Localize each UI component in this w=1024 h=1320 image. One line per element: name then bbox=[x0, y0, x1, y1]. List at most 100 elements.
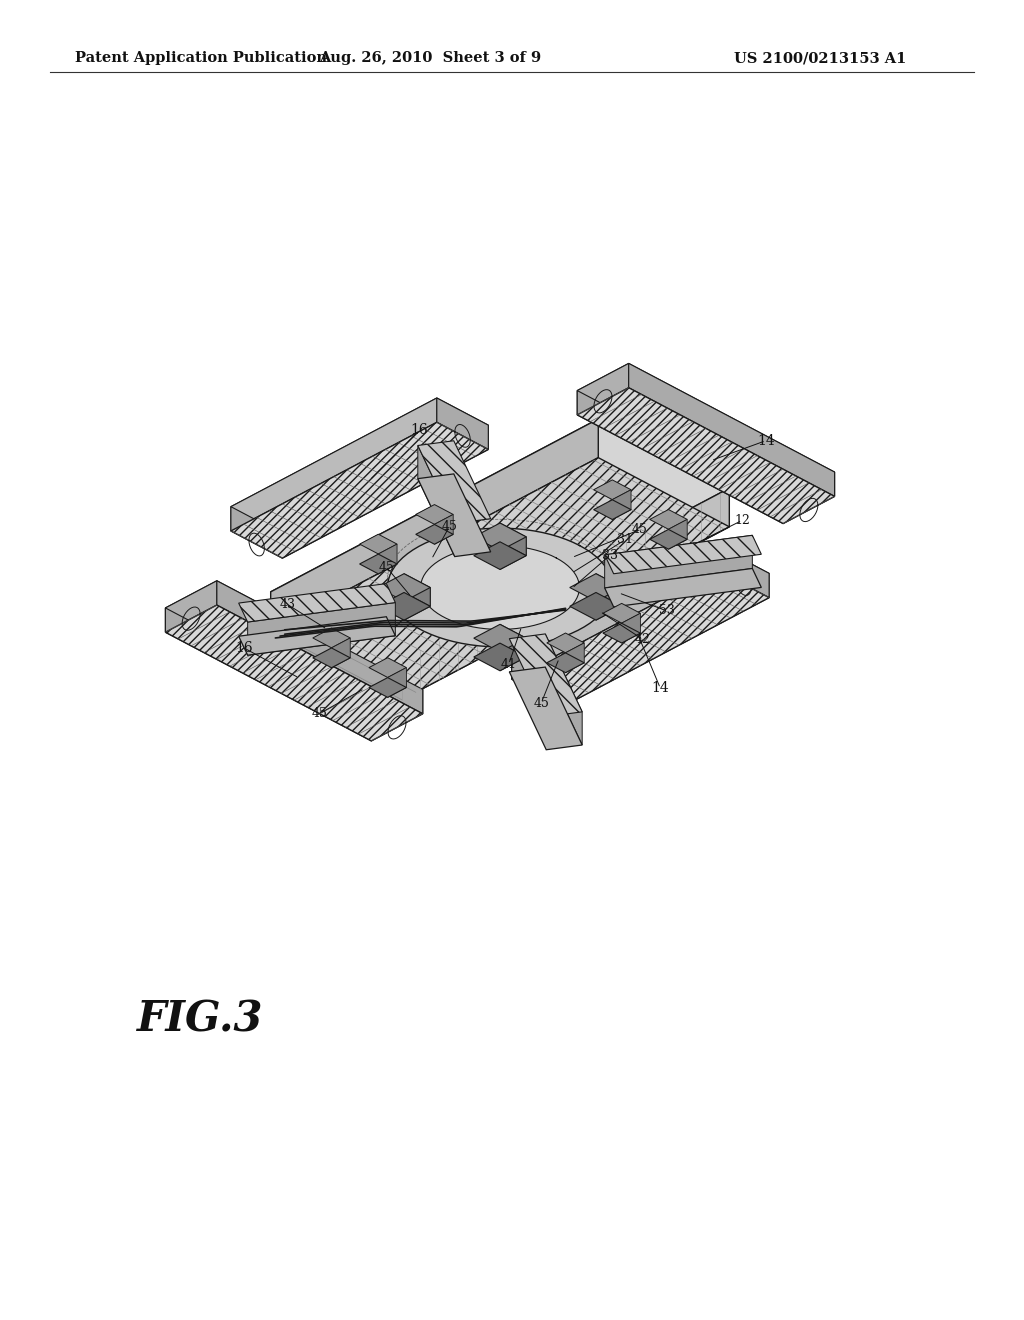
Polygon shape bbox=[270, 458, 729, 700]
Polygon shape bbox=[509, 667, 583, 750]
Polygon shape bbox=[500, 638, 526, 671]
Polygon shape bbox=[239, 616, 395, 655]
Polygon shape bbox=[569, 574, 623, 602]
Polygon shape bbox=[332, 638, 350, 668]
Polygon shape bbox=[603, 623, 640, 643]
Polygon shape bbox=[512, 546, 718, 680]
Polygon shape bbox=[603, 603, 640, 623]
Text: 43: 43 bbox=[280, 598, 295, 611]
Polygon shape bbox=[230, 397, 488, 533]
Polygon shape bbox=[270, 418, 729, 661]
Polygon shape bbox=[421, 545, 580, 630]
Polygon shape bbox=[565, 643, 585, 673]
Polygon shape bbox=[500, 523, 526, 556]
Text: 53: 53 bbox=[658, 605, 675, 618]
Polygon shape bbox=[578, 391, 783, 524]
Text: FIG.3: FIG.3 bbox=[137, 999, 263, 1041]
Polygon shape bbox=[474, 541, 526, 569]
Text: 45: 45 bbox=[441, 520, 458, 533]
Polygon shape bbox=[612, 490, 631, 520]
Polygon shape bbox=[230, 507, 283, 558]
Polygon shape bbox=[783, 473, 835, 524]
Polygon shape bbox=[217, 581, 423, 714]
Polygon shape bbox=[437, 397, 488, 449]
Polygon shape bbox=[369, 657, 407, 677]
Polygon shape bbox=[650, 510, 687, 529]
Polygon shape bbox=[230, 422, 488, 558]
Polygon shape bbox=[404, 587, 430, 620]
Text: 14: 14 bbox=[757, 434, 775, 447]
Polygon shape bbox=[578, 388, 835, 524]
Polygon shape bbox=[547, 653, 585, 673]
Text: 16: 16 bbox=[236, 642, 253, 655]
Text: 14: 14 bbox=[651, 681, 670, 696]
Polygon shape bbox=[418, 445, 455, 557]
Polygon shape bbox=[283, 425, 488, 558]
Polygon shape bbox=[239, 583, 395, 622]
Polygon shape bbox=[434, 515, 454, 544]
Polygon shape bbox=[594, 500, 631, 520]
Polygon shape bbox=[718, 546, 769, 598]
Polygon shape bbox=[604, 536, 761, 574]
Polygon shape bbox=[545, 634, 583, 744]
Polygon shape bbox=[388, 668, 407, 697]
Polygon shape bbox=[669, 519, 687, 549]
Text: 16: 16 bbox=[411, 424, 428, 437]
Polygon shape bbox=[359, 554, 397, 574]
Polygon shape bbox=[270, 418, 598, 631]
Text: 33: 33 bbox=[602, 549, 617, 562]
Polygon shape bbox=[594, 480, 631, 500]
Text: US 2100/0213153 A1: US 2100/0213153 A1 bbox=[734, 51, 906, 65]
Polygon shape bbox=[500, 624, 526, 657]
Polygon shape bbox=[569, 593, 623, 620]
Polygon shape bbox=[629, 363, 835, 496]
Polygon shape bbox=[416, 504, 454, 524]
Polygon shape bbox=[416, 524, 454, 544]
Polygon shape bbox=[418, 441, 490, 524]
Polygon shape bbox=[474, 643, 526, 671]
Text: 45: 45 bbox=[379, 561, 394, 574]
Polygon shape bbox=[166, 605, 423, 741]
Polygon shape bbox=[230, 397, 437, 531]
Polygon shape bbox=[604, 569, 761, 607]
Polygon shape bbox=[596, 587, 623, 620]
Text: 41: 41 bbox=[501, 657, 517, 671]
Polygon shape bbox=[369, 677, 407, 697]
Polygon shape bbox=[512, 570, 769, 706]
Polygon shape bbox=[372, 689, 423, 741]
Polygon shape bbox=[359, 535, 397, 554]
Polygon shape bbox=[404, 574, 430, 606]
Polygon shape bbox=[166, 581, 423, 717]
Text: 31: 31 bbox=[616, 533, 633, 546]
Polygon shape bbox=[378, 574, 430, 602]
Polygon shape bbox=[378, 593, 430, 620]
Polygon shape bbox=[474, 523, 526, 550]
Text: 45: 45 bbox=[632, 523, 648, 536]
Polygon shape bbox=[248, 602, 395, 655]
Polygon shape bbox=[509, 634, 583, 717]
Text: Aug. 26, 2010  Sheet 3 of 9: Aug. 26, 2010 Sheet 3 of 9 bbox=[318, 51, 541, 65]
Polygon shape bbox=[387, 528, 612, 647]
Polygon shape bbox=[401, 488, 729, 700]
Text: 45: 45 bbox=[311, 708, 328, 719]
Polygon shape bbox=[166, 609, 372, 741]
Text: Patent Application Publication: Patent Application Publication bbox=[75, 51, 327, 65]
Polygon shape bbox=[378, 544, 397, 574]
Polygon shape bbox=[166, 581, 217, 632]
Polygon shape bbox=[312, 628, 350, 648]
Polygon shape bbox=[578, 363, 835, 499]
Polygon shape bbox=[604, 536, 753, 587]
Polygon shape bbox=[312, 648, 350, 668]
Polygon shape bbox=[596, 574, 623, 606]
Polygon shape bbox=[622, 614, 640, 643]
Polygon shape bbox=[578, 363, 629, 414]
Polygon shape bbox=[512, 546, 769, 682]
Polygon shape bbox=[563, 573, 769, 706]
Polygon shape bbox=[512, 655, 563, 706]
Polygon shape bbox=[418, 474, 490, 557]
Polygon shape bbox=[474, 624, 526, 652]
Polygon shape bbox=[650, 529, 687, 549]
Text: 42: 42 bbox=[635, 632, 651, 645]
Text: 45: 45 bbox=[534, 697, 549, 710]
Polygon shape bbox=[547, 634, 585, 653]
